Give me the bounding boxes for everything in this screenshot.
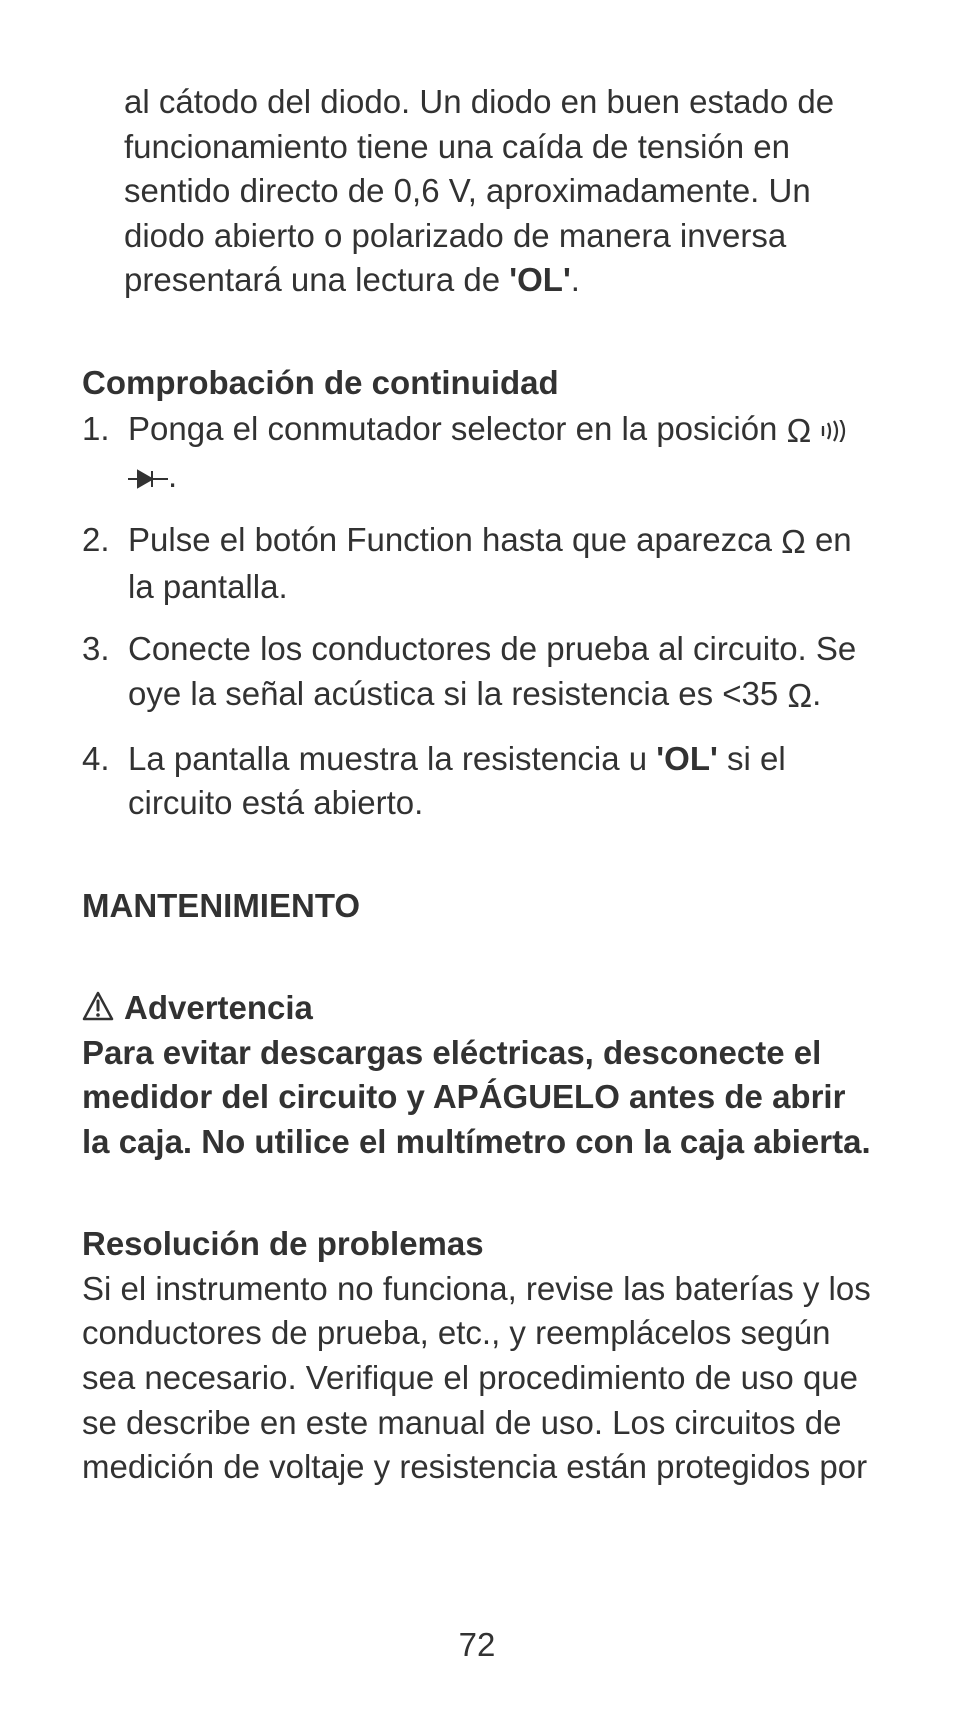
continuity-list: 1. Ponga el conmutador selector en la po… bbox=[82, 407, 872, 825]
list-item: 3. Conecte los conductores de prueba al … bbox=[82, 627, 872, 718]
diode-text-after: . bbox=[571, 261, 580, 298]
manual-page: al cátodo del diodo. Un diodo en buen es… bbox=[0, 0, 954, 1718]
ohm-icon: Ω bbox=[781, 520, 806, 565]
continuity-icon bbox=[820, 409, 846, 454]
list-item: 4. La pantalla muestra la resistencia u … bbox=[82, 737, 872, 826]
diode-text-before: al cátodo del diodo. Un diodo en buen es… bbox=[124, 83, 834, 298]
item-text: Pulse el botón Function hasta que aparez… bbox=[128, 518, 872, 609]
warning-triangle-icon bbox=[82, 991, 114, 1026]
warning-body: Para evitar descargas eléctricas, descon… bbox=[82, 1031, 872, 1165]
item-text: Ponga el conmutador selector en la posic… bbox=[128, 407, 872, 500]
item-number: 4. bbox=[82, 737, 128, 826]
continuity-heading: Comprobación de continuidad bbox=[82, 361, 872, 406]
item-text: Conecte los conductores de prueba al cir… bbox=[128, 627, 872, 718]
warning-heading-line: Advertencia bbox=[82, 986, 872, 1031]
maintenance-heading: MANTENIMIENTO bbox=[82, 884, 872, 929]
item-number: 2. bbox=[82, 518, 128, 609]
ol-label: 'OL' bbox=[656, 740, 718, 777]
diode-icon bbox=[128, 456, 168, 501]
ohm-icon: Ω bbox=[787, 674, 812, 719]
list-item: 1. Ponga el conmutador selector en la po… bbox=[82, 407, 872, 500]
item-text: La pantalla muestra la resistencia u 'OL… bbox=[128, 737, 872, 826]
troubleshooting-heading: Resolución de problemas bbox=[82, 1222, 872, 1267]
diode-continuation-paragraph: al cátodo del diodo. Un diodo en buen es… bbox=[124, 80, 872, 303]
diode-ol-label: 'OL' bbox=[509, 261, 571, 298]
item-number: 3. bbox=[82, 627, 128, 718]
item-number: 1. bbox=[82, 407, 128, 500]
warning-label: Advertencia bbox=[124, 986, 313, 1031]
troubleshooting-body: Si el instrumento no funciona, revise la… bbox=[82, 1267, 872, 1490]
list-item: 2. Pulse el botón Function hasta que apa… bbox=[82, 518, 872, 609]
ohm-icon: Ω bbox=[787, 409, 812, 454]
page-number: 72 bbox=[0, 1626, 954, 1664]
